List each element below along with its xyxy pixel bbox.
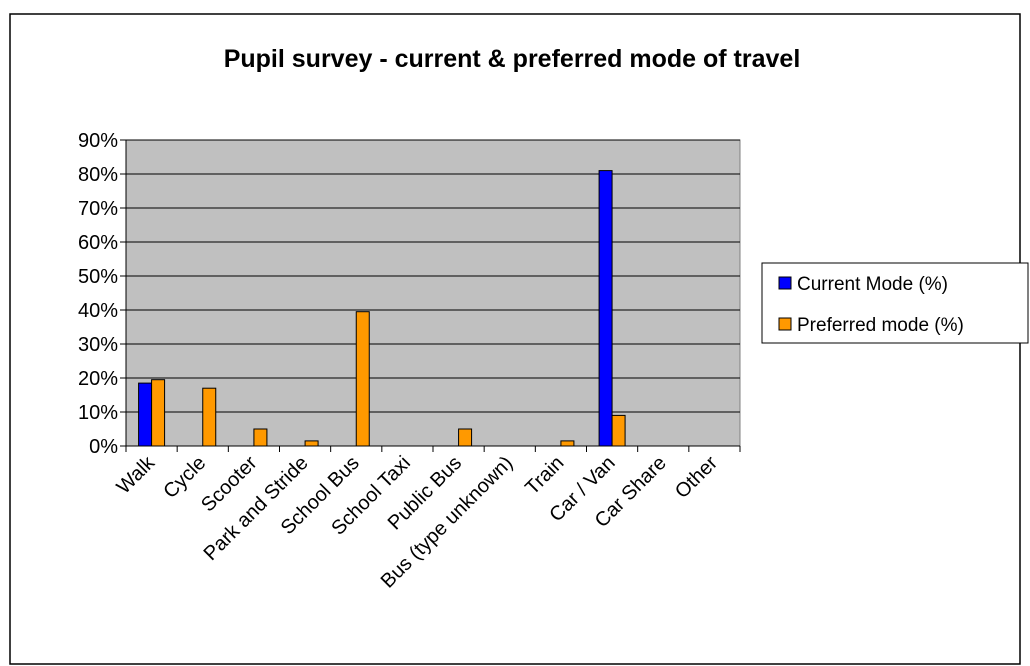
- legend-swatch-current-mode: [778, 276, 792, 290]
- y-tick-label: 60%: [78, 232, 118, 254]
- legend-box: [761, 262, 1029, 344]
- bar-preferred: [355, 311, 370, 447]
- y-tick-label: 10%: [78, 402, 118, 424]
- legend-label-current-mode: Current Mode (%): [797, 274, 948, 295]
- bar-preferred: [202, 387, 217, 447]
- bar-preferred: [560, 440, 575, 447]
- x-axis: [125, 140, 741, 452]
- y-tick-label: 50%: [78, 266, 118, 288]
- chart-title: Pupil survey - current & preferred mode …: [224, 45, 801, 73]
- legend: Current Mode (%) Preferred mode (%): [761, 262, 1029, 344]
- legend-swatch-preferred-mode: [778, 317, 792, 331]
- bar-preferred: [151, 379, 166, 447]
- y-tick-label: 30%: [78, 334, 118, 356]
- y-tick-label: 90%: [78, 130, 118, 152]
- y-tick-label: 0%: [89, 436, 118, 458]
- y-tick-label: 40%: [78, 300, 118, 322]
- bar-current: [598, 170, 613, 447]
- bar-preferred: [253, 428, 268, 447]
- bars: [138, 170, 626, 447]
- y-tick-label: 70%: [78, 198, 118, 220]
- bar-current: [138, 382, 153, 447]
- y-axis-ticks: 0% 10% 20% 30% 40% 50% 60% 70% 80% 90%: [78, 130, 126, 458]
- gridlines: [126, 139, 740, 413]
- bar-preferred: [458, 428, 473, 447]
- y-tick-label: 20%: [78, 368, 118, 390]
- bar-preferred: [611, 414, 626, 447]
- y-tick-label: 80%: [78, 164, 118, 186]
- legend-label-preferred-mode: Preferred mode (%): [797, 315, 964, 336]
- plot-area: [125, 139, 741, 447]
- bar-preferred: [304, 440, 319, 447]
